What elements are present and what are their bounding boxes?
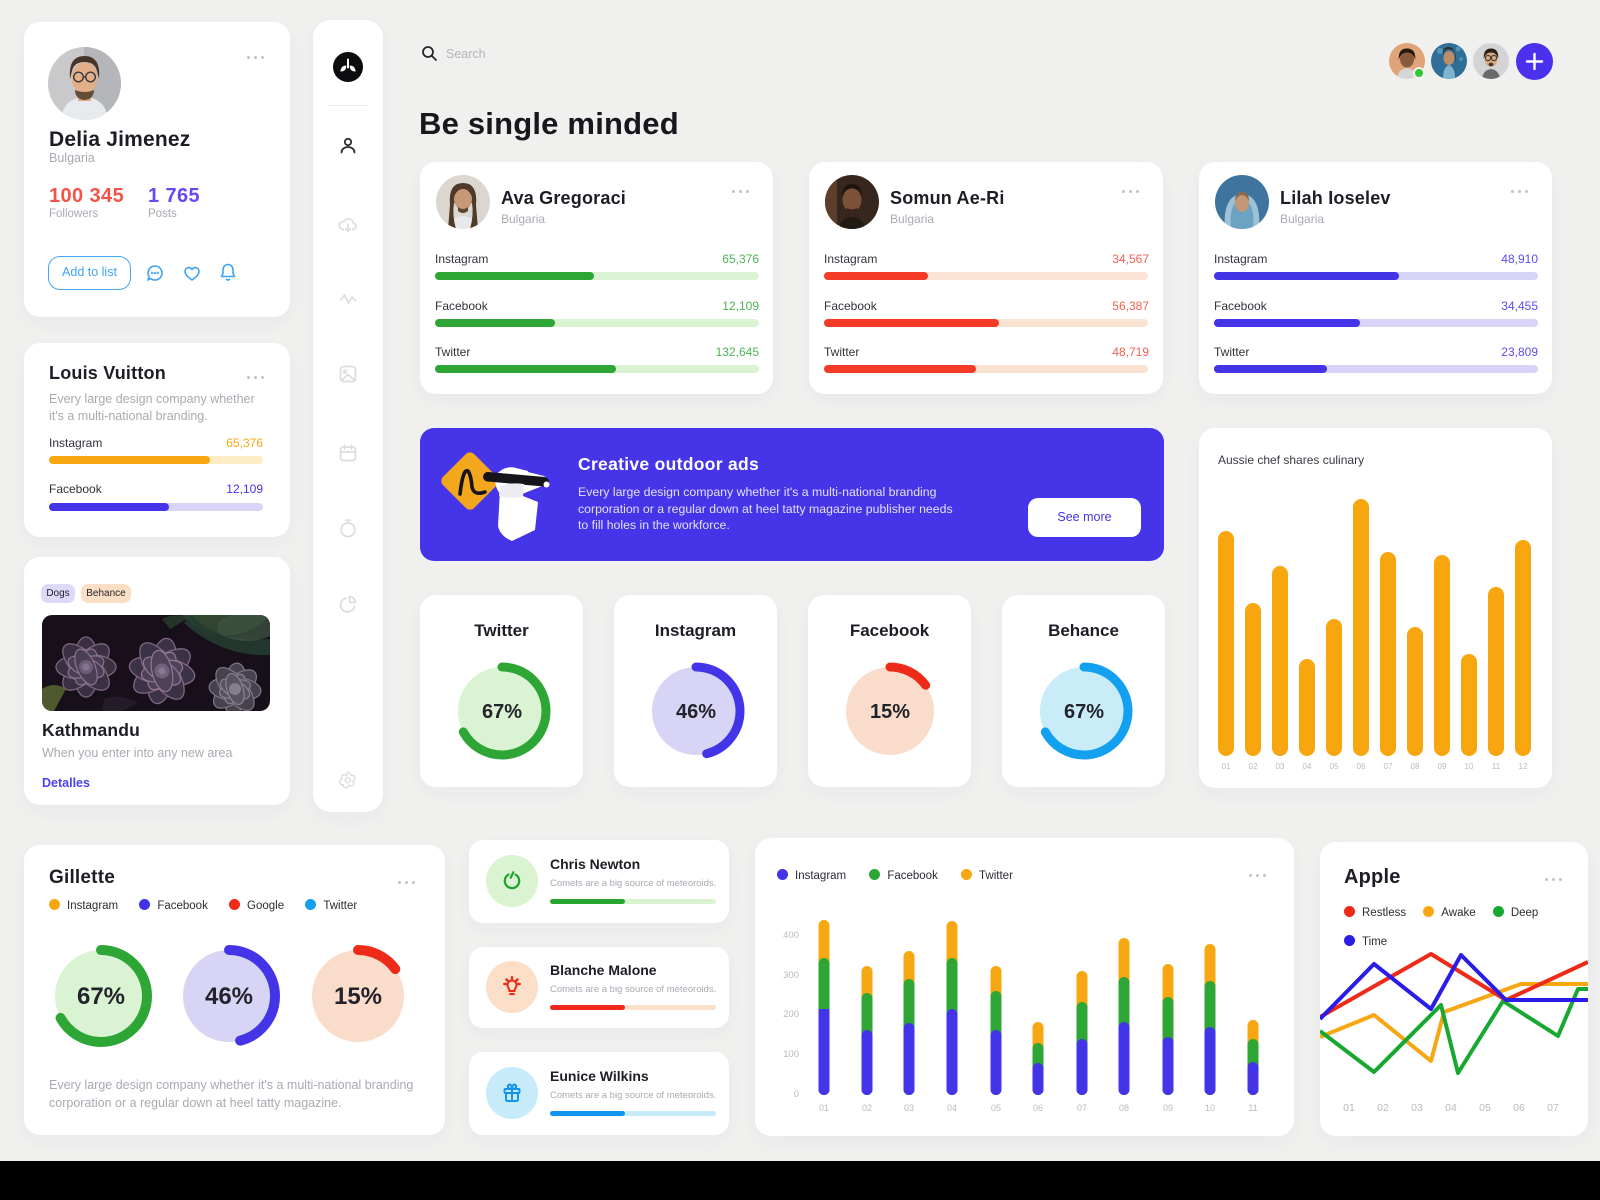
svg-text:46%: 46%	[676, 701, 716, 723]
svg-text:02: 02	[862, 1103, 872, 1113]
svg-text:09: 09	[1163, 1103, 1173, 1113]
svg-text:400: 400	[783, 930, 799, 941]
svg-text:67%: 67%	[77, 983, 125, 1010]
svg-text:08: 08	[1411, 762, 1420, 771]
svg-text:04: 04	[947, 1103, 957, 1113]
svg-text:10: 10	[1205, 1103, 1215, 1113]
svg-text:03: 03	[904, 1103, 914, 1113]
svg-text:67%: 67%	[482, 701, 522, 723]
svg-text:05: 05	[991, 1103, 1001, 1113]
svg-text:67%: 67%	[1064, 701, 1104, 723]
svg-text:12: 12	[1519, 762, 1528, 771]
svg-text:15%: 15%	[870, 701, 910, 723]
svg-text:04: 04	[1303, 762, 1312, 771]
svg-text:01: 01	[1222, 762, 1231, 771]
svg-text:11: 11	[1248, 1103, 1257, 1113]
svg-text:03: 03	[1276, 762, 1285, 771]
svg-text:08: 08	[1119, 1103, 1129, 1113]
svg-text:0: 0	[794, 1089, 799, 1100]
svg-text:05: 05	[1330, 762, 1339, 771]
svg-text:02: 02	[1249, 762, 1258, 771]
svg-text:15%: 15%	[334, 983, 382, 1010]
svg-text:06: 06	[1033, 1103, 1043, 1113]
svg-text:09: 09	[1438, 762, 1447, 771]
svg-text:46%: 46%	[205, 983, 253, 1010]
svg-text:10: 10	[1465, 762, 1474, 771]
svg-text:07: 07	[1384, 762, 1393, 771]
svg-text:300: 300	[783, 970, 799, 981]
svg-text:07: 07	[1077, 1103, 1087, 1113]
svg-text:100: 100	[783, 1049, 799, 1060]
svg-text:01: 01	[819, 1103, 829, 1113]
svg-text:06: 06	[1357, 762, 1366, 771]
svg-text:11: 11	[1492, 762, 1501, 771]
svg-text:200: 200	[783, 1009, 799, 1020]
